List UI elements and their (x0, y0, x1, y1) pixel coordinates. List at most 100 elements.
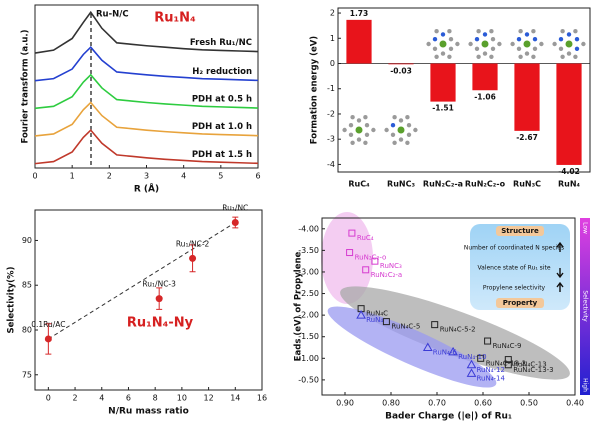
y-axis-label: Fourier transform (a.u.) (21, 29, 31, 143)
atom (406, 132, 412, 137)
atom (531, 54, 536, 59)
point-label: Ru₁/NC-2 (176, 239, 210, 248)
value-label: -2.67 (516, 133, 538, 142)
value-label: -0.03 (390, 66, 412, 75)
x-tick-label: 12 (203, 394, 213, 403)
atom (434, 54, 439, 59)
point (356, 310, 366, 319)
point-label: RuN₄C-13-2 (486, 359, 526, 367)
point (431, 321, 439, 329)
colorbar-high: High (582, 378, 589, 392)
value-label: -4.02 (558, 167, 580, 176)
chart-title: Ru₁N₄ (154, 11, 196, 26)
point-label: RuC₄ (357, 234, 374, 242)
point-label: RuN₄C-13-3 (513, 366, 553, 374)
series-label: PDH at 1.5 h (192, 150, 252, 160)
atom (489, 54, 494, 59)
value-label: 1.73 (350, 9, 369, 18)
y-tick-label: -2 (327, 109, 335, 118)
point-label: Ru₁/NC (222, 204, 248, 213)
bar (514, 63, 540, 131)
point (466, 368, 477, 377)
point (346, 249, 354, 257)
atom (518, 29, 523, 34)
atom (348, 132, 354, 137)
x-tick-label: RuN₂C₂-o (465, 180, 506, 189)
series-label: Fresh Ru₁/NC (190, 38, 252, 48)
atom (384, 127, 389, 133)
series-label: H₂ reduction (192, 67, 252, 77)
plot-frame (321, 217, 576, 396)
y-axis-label: Formation energy (eV) (310, 36, 320, 144)
atom (364, 123, 370, 128)
x-tick-label: 3 (144, 172, 149, 181)
bar (430, 63, 456, 102)
x-tick-label: 0.60 (474, 399, 492, 408)
y-tick-label: -2.50 (298, 289, 319, 298)
x-tick-label: 0.70 (428, 399, 446, 408)
info-tag (496, 298, 544, 308)
point-label: RuN₄-12 (477, 366, 505, 374)
x-tick-label: 5 (218, 172, 223, 181)
point (448, 346, 458, 356)
atom (474, 37, 480, 42)
x-tick-label: 2 (107, 172, 112, 181)
point (362, 266, 370, 274)
point-label: RuN₄-10 (458, 353, 486, 361)
atom (455, 41, 460, 47)
series-line (34, 73, 259, 110)
atom (434, 29, 439, 34)
y-tick-label: 75 (22, 370, 32, 379)
plot-frame (34, 209, 263, 391)
region-pink (321, 212, 373, 304)
x-tick-label: 1 (70, 172, 75, 181)
atom (432, 37, 438, 42)
atom (573, 29, 578, 34)
y-tick-label: 90 (22, 236, 32, 245)
atom (490, 46, 496, 51)
x-tick-label: 4 (181, 172, 186, 181)
point-label: RuN₄-14 (477, 374, 506, 382)
x-tick-label: 0.40 (566, 399, 584, 408)
atom (405, 140, 410, 145)
info-title: Structure (501, 227, 539, 235)
atom (558, 37, 564, 42)
ru-atom (397, 126, 405, 134)
colorbar-low: Low (582, 222, 589, 234)
atom (566, 51, 572, 56)
ru-atom (523, 40, 531, 48)
atom (390, 132, 396, 137)
x-tick-label: 16 (257, 394, 267, 403)
atom (476, 29, 481, 34)
x-tick-label: RuN₃C (513, 180, 541, 189)
atom (405, 115, 410, 120)
atom (574, 37, 580, 42)
chart-title: Ru₁N₄-Ny (127, 316, 194, 331)
y-tick-label: 2 (330, 9, 335, 18)
atom (532, 37, 538, 42)
point-label: RuN₂C₂-o (355, 254, 387, 262)
atom (566, 32, 572, 37)
y-tick-label: 80 (22, 326, 32, 335)
atom (432, 46, 438, 51)
trend-line (48, 222, 236, 340)
point (477, 354, 485, 362)
point-label: 0.1Ru/AC (31, 320, 65, 329)
y-tick-label: 1 (330, 34, 335, 43)
point-label: RuN₄C-5-2 (440, 326, 476, 334)
x-tick-label: 0 (46, 394, 51, 403)
atom (489, 29, 494, 34)
atom (468, 41, 473, 47)
atom (447, 29, 452, 34)
atom (532, 46, 538, 51)
atom (356, 137, 362, 142)
atom (581, 41, 586, 47)
x-tick-label: RuC₄ (348, 180, 370, 189)
atom (406, 123, 412, 128)
atom (448, 46, 454, 51)
x-tick-label: 14 (230, 394, 240, 403)
bar (472, 63, 498, 91)
atom (574, 46, 580, 51)
atom (350, 115, 355, 120)
